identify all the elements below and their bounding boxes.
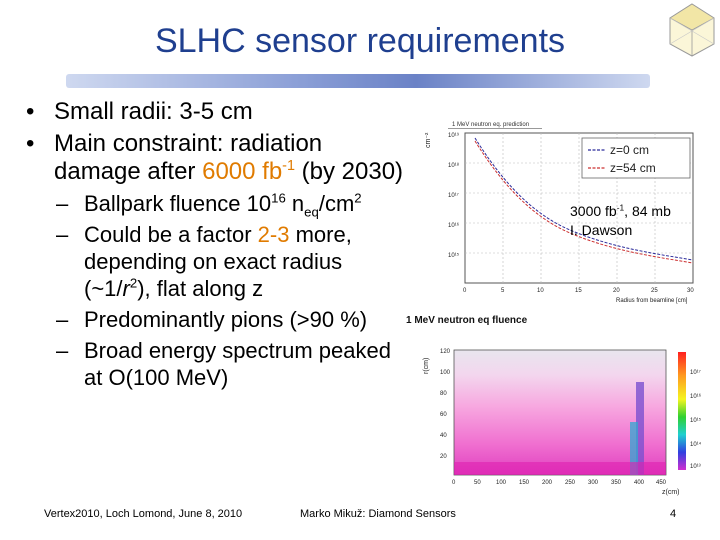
plot2-xtick: 100 [496, 480, 507, 486]
plot1-ytick: 10¹⁹ [448, 132, 460, 139]
bullet-dot: • [26, 98, 35, 125]
plot2-xtick: 0 [452, 480, 456, 486]
color-scale-bar [678, 352, 686, 470]
curve-z54 [474, 140, 694, 264]
curve-z0 [474, 137, 694, 261]
plot2-xtick: 50 [474, 480, 481, 486]
subbullet-energy: – Broad energy spectrum peaked at O(100 … [56, 338, 391, 390]
subbullet-fluence: – Ballpark fluence 1016 neq/cm2 [56, 190, 362, 220]
plot1-legend [581, 137, 691, 179]
scale-tick: 10¹⁴ [690, 441, 702, 448]
subbullet-factor: – Could be a factor 2-3 more, depending … [56, 222, 352, 301]
luminosity-value: 6000 [202, 158, 256, 185]
plot2-xtick: 150 [519, 480, 530, 486]
scale-tick: 10¹⁵ [690, 417, 702, 424]
cube-logo-icon [669, 3, 715, 57]
bullet-list: • Small radii: 3-5 cm • Main constraint:… [26, 98, 406, 391]
legend-z0: z=0 cm [610, 143, 649, 157]
scale-tick: 10¹⁶ [690, 393, 702, 400]
footer-author: Marko Mikuž: Diamond Sensors [300, 508, 456, 520]
plot-credit: 3000 fb-1, 84 mb I. Dawson [570, 202, 671, 238]
slide-title: SLHC sensor requirements [154, 22, 566, 60]
plot2-xtick: 200 [542, 480, 553, 486]
plot2-xtick: 350 [611, 480, 622, 486]
plot2-xtick: 250 [565, 480, 576, 486]
bullet-dot: • [26, 130, 35, 157]
page-number: 4 [670, 508, 677, 520]
subbullet-pions: – Predominantly pions (>90 %) [56, 307, 368, 332]
plot1-ytick: 10¹⁶ [448, 222, 460, 229]
plot1-ytick: 10¹⁵ [448, 252, 460, 259]
scale-tick: 10¹³ [690, 464, 701, 470]
plot2-ytick: 80 [440, 391, 447, 397]
plot1-xtick: 30 [687, 288, 694, 294]
plot2-xtick: 400 [634, 480, 645, 486]
scale-tick: 10¹⁷ [690, 369, 701, 376]
plot1-ytick: 10¹⁷ [448, 192, 459, 199]
plot1-xlabel: Radius from beamline [cm] [616, 298, 688, 304]
plot2-ytick: 20 [440, 454, 447, 460]
plot1-xtick: 20 [613, 288, 620, 294]
plot2-ytick: 100 [440, 370, 451, 376]
plot2-title: 1 MeV neutron eq fluence [406, 315, 528, 326]
plot2-ytick: 60 [440, 412, 447, 418]
plot1-xtick: 5 [501, 288, 505, 294]
plot2-ytick: 120 [440, 349, 451, 355]
plot1-xtick: 25 [651, 288, 658, 294]
plot2-xtick: 300 [588, 480, 599, 486]
bullet-main-constraint: • Main constraint: radiation damage afte… [26, 130, 404, 185]
fluence-map-plot: 1 MeV neutron eq fluence r(cm) 120 100 8… [406, 315, 702, 496]
plot1-ylabel: cm⁻² [425, 132, 432, 148]
plot1-xtick: 15 [575, 288, 582, 294]
plot1-header: 1 MeV neutron eq. prediction [452, 122, 529, 128]
bullet-small-radii: • Small radii: 3-5 cm [26, 98, 253, 125]
plot1-xtick: 0 [463, 288, 467, 294]
plot2-ylabel: r(cm) [423, 358, 430, 374]
plot1-xtick: 10 [537, 288, 544, 294]
plot2-xtick: 450 [656, 480, 667, 486]
plot2-xlabel: z(cm) [662, 489, 680, 496]
plot1-ytick: 10¹⁸ [448, 162, 460, 169]
plot2-ytick: 40 [440, 433, 447, 439]
title-underline [66, 74, 650, 88]
legend-z54: z=54 cm [610, 161, 656, 175]
fluence-vs-radius-plot: 1 MeV neutron eq. prediction cm⁻² 10¹⁹ 1… [425, 122, 694, 304]
footer-event: Vertex2010, Loch Lomond, June 8, 2010 [44, 508, 243, 520]
